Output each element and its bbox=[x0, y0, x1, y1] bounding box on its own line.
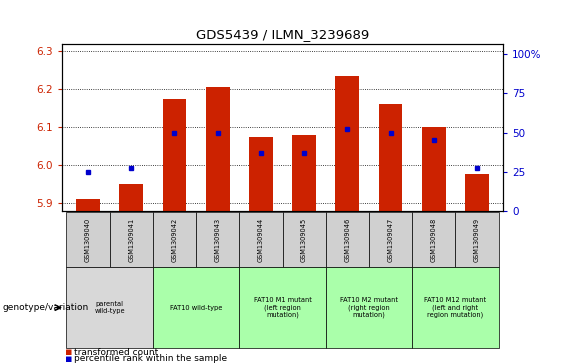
Text: GSM1309042: GSM1309042 bbox=[172, 217, 177, 262]
Text: ▪: ▪ bbox=[64, 347, 72, 358]
Text: FAT10 M1 mutant
(left region
mutation): FAT10 M1 mutant (left region mutation) bbox=[254, 297, 311, 318]
Text: transformed count: transformed count bbox=[74, 348, 158, 357]
Text: GSM1309046: GSM1309046 bbox=[344, 217, 350, 262]
Text: percentile rank within the sample: percentile rank within the sample bbox=[74, 354, 227, 363]
Bar bbox=[119, 184, 143, 211]
Text: GSM1309043: GSM1309043 bbox=[215, 217, 221, 262]
Text: GSM1309041: GSM1309041 bbox=[128, 217, 134, 262]
Text: GSM1309045: GSM1309045 bbox=[301, 217, 307, 262]
Bar bbox=[206, 87, 229, 211]
Bar bbox=[336, 76, 359, 211]
Text: GSM1309049: GSM1309049 bbox=[474, 217, 480, 262]
Text: GSM1309044: GSM1309044 bbox=[258, 217, 264, 262]
Text: parental
wild-type: parental wild-type bbox=[94, 301, 125, 314]
Text: GSM1309047: GSM1309047 bbox=[388, 217, 393, 262]
Bar bbox=[422, 127, 446, 211]
Bar bbox=[292, 135, 316, 211]
Text: FAT10 M12 mutant
(left and right
region mutation): FAT10 M12 mutant (left and right region … bbox=[424, 297, 486, 318]
Text: genotype/variation: genotype/variation bbox=[3, 303, 89, 312]
Bar bbox=[249, 136, 273, 211]
Text: ▪: ▪ bbox=[64, 354, 72, 363]
Title: GDS5439 / ILMN_3239689: GDS5439 / ILMN_3239689 bbox=[196, 28, 369, 41]
Bar bbox=[76, 199, 100, 211]
Bar bbox=[465, 175, 489, 211]
Bar bbox=[163, 99, 186, 211]
Bar bbox=[379, 104, 402, 211]
Text: FAT10 wild-type: FAT10 wild-type bbox=[170, 305, 222, 311]
Text: FAT10 M2 mutant
(right region
mutation): FAT10 M2 mutant (right region mutation) bbox=[340, 297, 398, 318]
Text: GSM1309048: GSM1309048 bbox=[431, 217, 437, 262]
Text: GSM1309040: GSM1309040 bbox=[85, 217, 91, 262]
